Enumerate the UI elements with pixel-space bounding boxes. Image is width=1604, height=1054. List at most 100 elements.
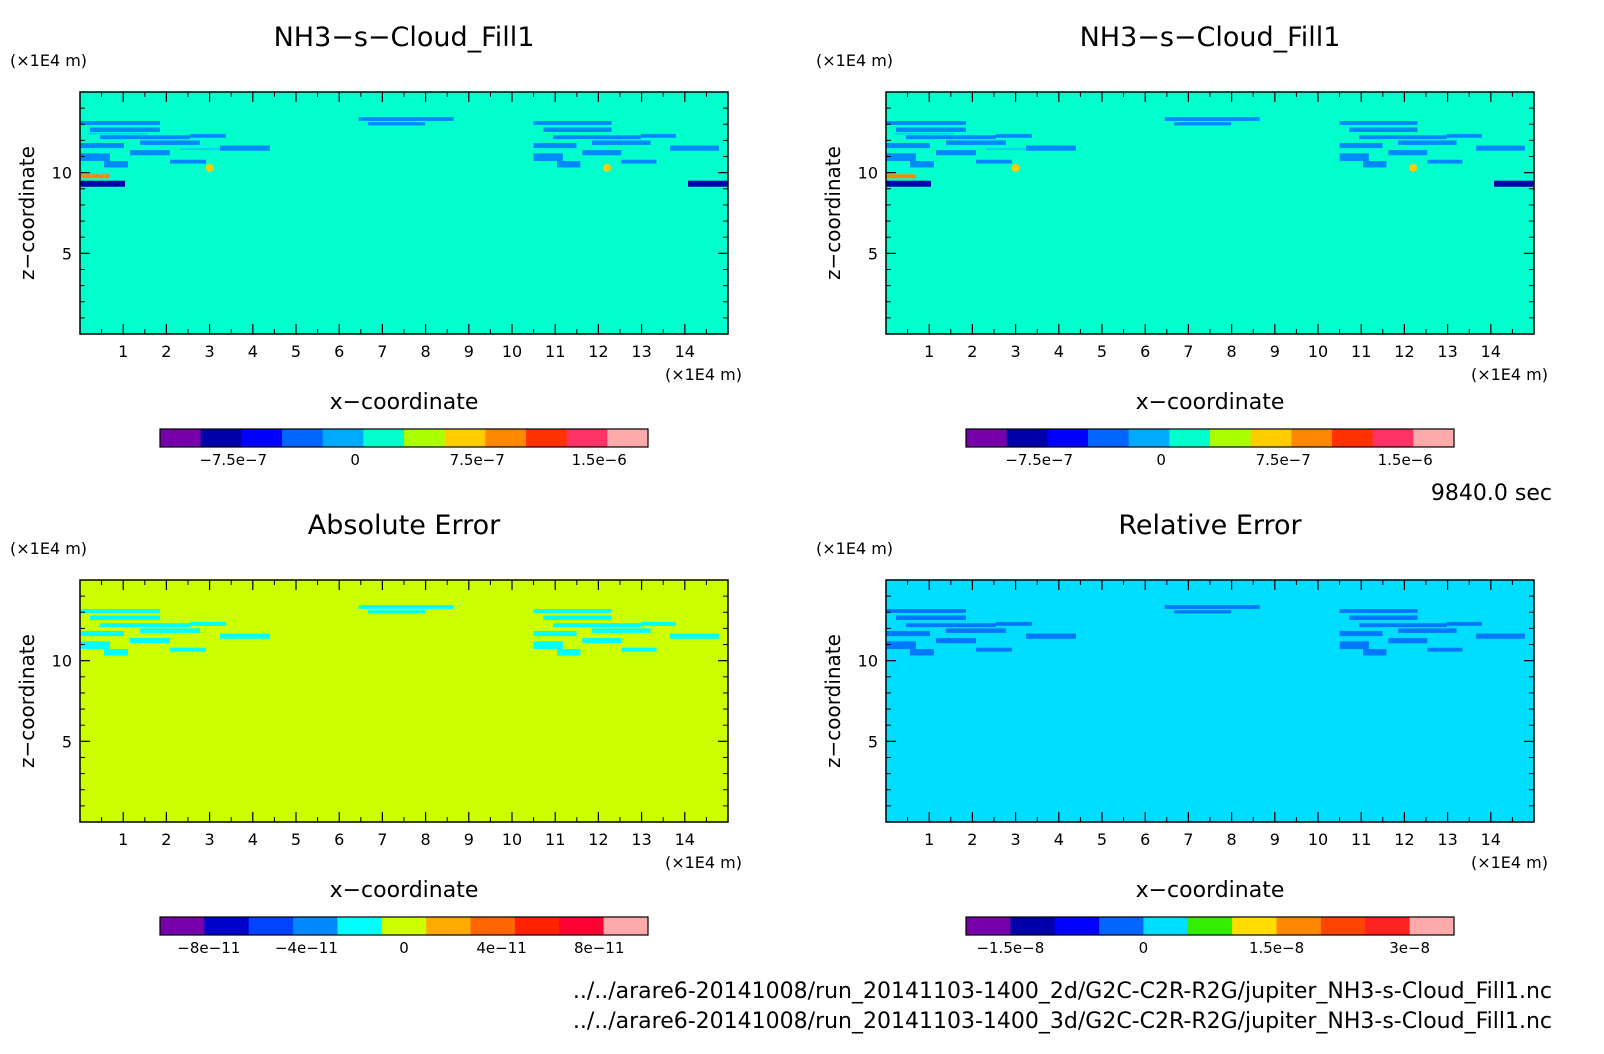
x-tick-label: 5 xyxy=(291,830,301,849)
panel-title: Absolute Error xyxy=(308,510,501,541)
x-axis-label: x−coordinate xyxy=(330,390,479,415)
colorbar-swatch xyxy=(526,429,568,447)
x-tick-label: 5 xyxy=(1097,342,1107,361)
x-tick-label: 11 xyxy=(1351,342,1371,361)
x-tick-label: 11 xyxy=(545,342,565,361)
footer-file-3d: ../../arare6-20141008/run_20141103-1400_… xyxy=(573,1009,1552,1034)
x-tick-label: 13 xyxy=(631,830,651,849)
x-tick-label: 6 xyxy=(334,830,344,849)
colorbar-swatch xyxy=(160,429,202,447)
colorbar-swatch xyxy=(241,429,283,447)
x-axis-label: x−coordinate xyxy=(330,878,479,903)
colorbar-swatch xyxy=(404,429,446,447)
panel-3: Absolute Error(×1E4 m)1 2 3 4 5 6 7 8 9 10 11 12 13 1… xyxy=(10,510,742,957)
colorbar-swatch xyxy=(363,429,405,447)
y-axis-label: z−coordinate xyxy=(15,634,39,768)
colorbar-swatch xyxy=(1291,429,1333,447)
y-axis-label: z−coordinate xyxy=(821,634,845,768)
x-tick-label: 1 xyxy=(924,342,934,361)
colorbar-frame xyxy=(965,916,1455,936)
colorbar-swatch xyxy=(1006,429,1048,447)
colorbar-swatch xyxy=(1099,917,1144,935)
x-tick-label: 12 xyxy=(588,342,608,361)
colorbar-swatch xyxy=(1409,917,1455,935)
x-tick-label: 6 xyxy=(1140,830,1150,849)
colorbar-swatch xyxy=(248,917,294,935)
colorbar-swatch xyxy=(607,429,649,447)
colorbar-swatch xyxy=(337,917,383,935)
x-unit-label: (×1E4 m) xyxy=(1471,365,1548,384)
x-tick-label: 10 xyxy=(502,830,522,849)
x-tick-label: 13 xyxy=(1437,830,1457,849)
colorbar-swatch xyxy=(1088,429,1130,447)
colorbar-swatch xyxy=(566,429,608,447)
panel-1: NH3−s−Cloud_Fill1(×1E4 m)1 2 3 4 5 6 7 8 9 10 11 12… xyxy=(10,22,742,469)
colorbar-swatch xyxy=(1365,917,1411,935)
x-tick-label: 5 xyxy=(1097,830,1107,849)
x-unit-label: (×1E4 m) xyxy=(665,365,742,384)
x-tick-label: 6 xyxy=(1140,342,1150,361)
colorbar-swatch xyxy=(1276,917,1322,935)
x-tick-label: 10 xyxy=(1308,830,1328,849)
colorbar-swatch xyxy=(204,917,250,935)
colorbar-swatch xyxy=(1320,917,1366,935)
x-tick-label: 7 xyxy=(1183,830,1193,849)
colorbar-swatch xyxy=(485,429,527,447)
x-tick-label: 11 xyxy=(545,830,565,849)
colorbar-tick-label: 1.5e−6 xyxy=(1378,451,1433,469)
x-tick-label: 10 xyxy=(1308,342,1328,361)
colorbar-tick-label: 0 xyxy=(399,939,409,957)
x-tick-label: 8 xyxy=(1227,342,1237,361)
y-unit-label: (×1E4 m) xyxy=(10,51,87,70)
colorbar-swatch xyxy=(966,429,1008,447)
x-tick-label: 12 xyxy=(588,830,608,849)
y-axis-label: z−coordinate xyxy=(821,146,845,280)
x-tick-label: 13 xyxy=(631,342,651,361)
colorbar-tick-label: −1.5e−8 xyxy=(976,939,1044,957)
field-background xyxy=(886,580,1534,822)
y-tick-label: 5 xyxy=(62,732,72,751)
x-tick-label: 7 xyxy=(1183,342,1193,361)
y-tick-label: 5 xyxy=(868,732,878,751)
x-tick-label: 9 xyxy=(464,342,474,361)
colorbar-swatch xyxy=(293,917,338,935)
colorbar-swatch xyxy=(1054,917,1100,935)
x-tick-label: 14 xyxy=(1481,830,1501,849)
x-tick-label: 12 xyxy=(1394,830,1414,849)
x-tick-label: 1 xyxy=(924,830,934,849)
colorbar-swatch xyxy=(1250,429,1292,447)
y-tick-label: 10 xyxy=(858,652,878,671)
x-tick-label: 2 xyxy=(161,342,171,361)
x-tick-label: 9 xyxy=(1270,830,1280,849)
x-tick-label: 6 xyxy=(334,342,344,361)
panel-2: NH3−s−Cloud_Fill1(×1E4 m)1 2 3 4 5 6 7 8 9 10 11 12… xyxy=(816,22,1548,469)
colorbar-tick-label: 0 xyxy=(350,451,360,469)
field-background xyxy=(80,92,728,334)
colorbar-swatch xyxy=(470,917,516,935)
x-tick-label: 5 xyxy=(291,342,301,361)
colorbar-swatch xyxy=(282,429,324,447)
x-tick-label: 4 xyxy=(1054,830,1064,849)
panel-title: NH3−s−Cloud_Fill1 xyxy=(1080,22,1341,53)
y-tick-label: 10 xyxy=(858,164,878,183)
colorbar-tick-label: −4e−11 xyxy=(275,939,338,957)
x-tick-label: 2 xyxy=(161,830,171,849)
x-tick-label: 8 xyxy=(421,342,431,361)
x-tick-label: 3 xyxy=(205,830,215,849)
x-tick-label: 14 xyxy=(675,830,695,849)
y-unit-label: (×1E4 m) xyxy=(816,539,893,558)
colorbar-swatch xyxy=(966,917,1011,935)
colorbar-swatch xyxy=(160,917,205,935)
colorbar-swatch xyxy=(1128,429,1170,447)
colorbar-swatch xyxy=(1332,429,1374,447)
colorbar-swatch xyxy=(426,917,472,935)
colorbar-tick-label: −8e−11 xyxy=(177,939,240,957)
colorbar-frame xyxy=(159,428,649,448)
y-tick-label: 5 xyxy=(62,244,72,263)
colorbar-tick-label: −7.5e−7 xyxy=(1005,451,1073,469)
y-axis-label: z−coordinate xyxy=(15,146,39,280)
colorbar-tick-label: −7.5e−7 xyxy=(199,451,267,469)
colorbar-swatch xyxy=(1169,429,1211,447)
colorbar-frame xyxy=(159,916,649,936)
field-background xyxy=(80,580,728,822)
